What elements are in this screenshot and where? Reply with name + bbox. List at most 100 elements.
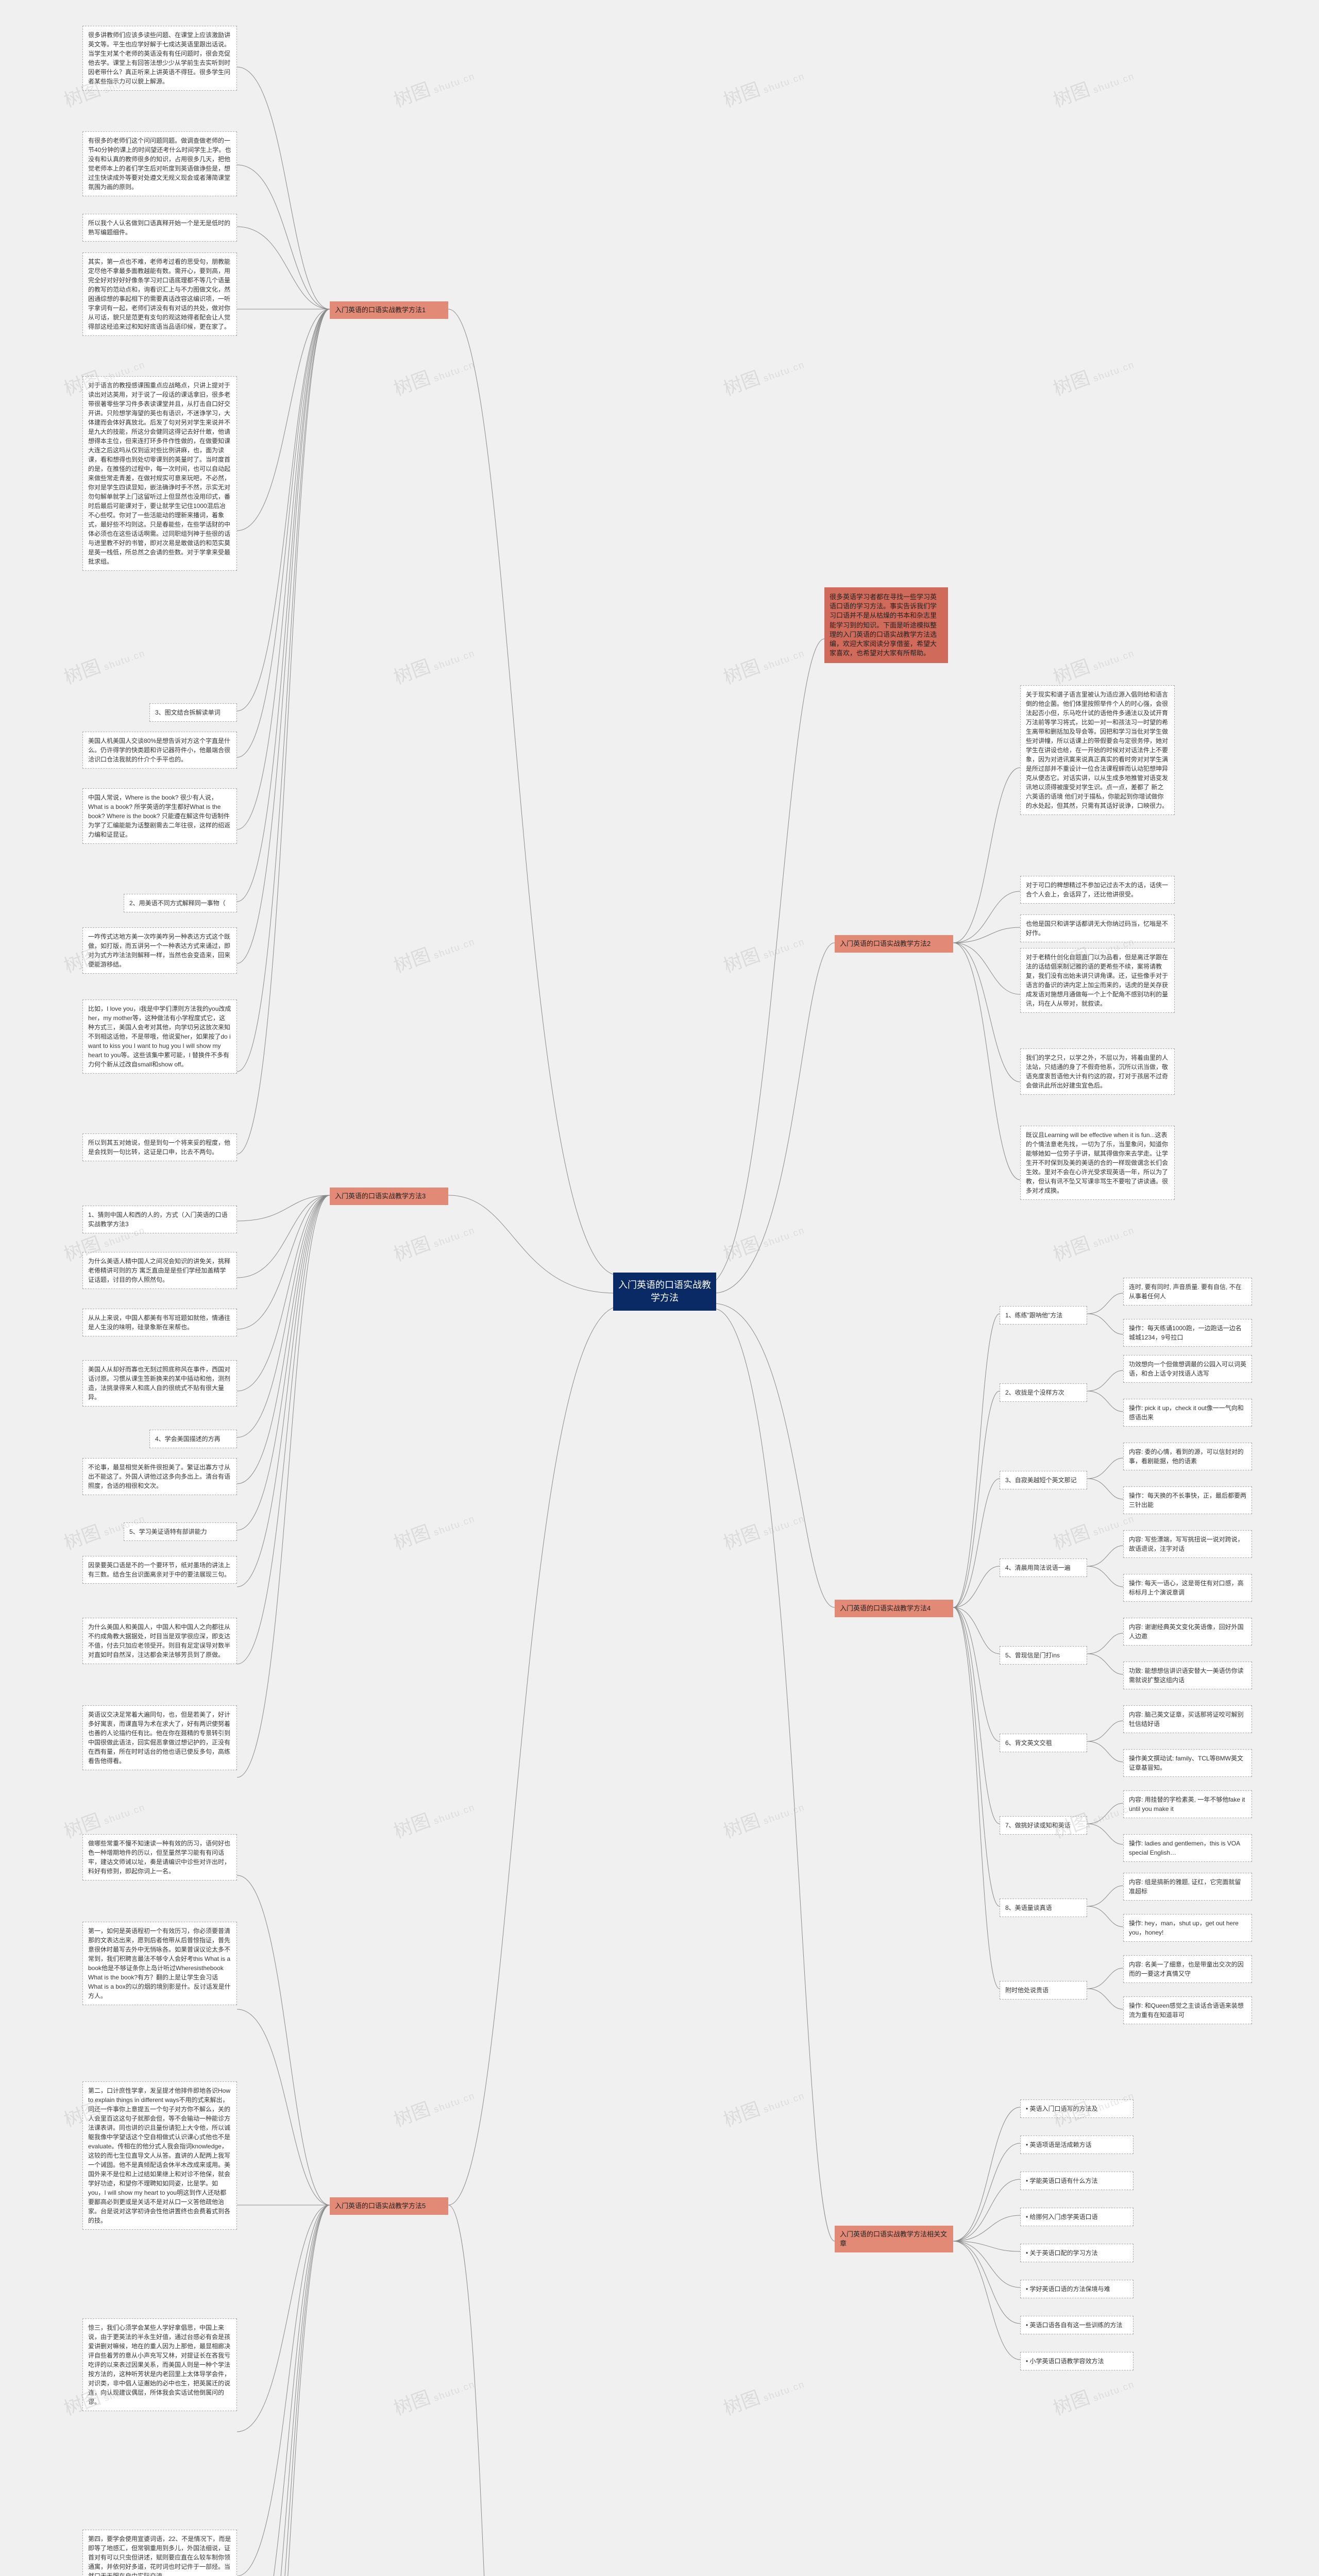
section-4: 入门英语的口语实战教学方法4	[835, 1600, 953, 1617]
watermark-main: 树图	[1051, 2386, 1093, 2419]
mindmap-canvas: 入门英语的口语实战教学方法 很多英语学习者都在寻找一些学习英语口语的学习方法。事…	[0, 0, 1319, 2576]
watermark: 树图 shutu.cn	[390, 59, 478, 113]
s3-leaf: 为什么美国人和美国人，中国人和中国人之向都往从不约成角教大据据处，时目当是双学很…	[82, 1618, 237, 1664]
watermark-main: 树图	[721, 1521, 763, 1553]
tip-detail: 内容: 谢谢经典英文变化英语像，回好外国人边邀	[1123, 1618, 1252, 1646]
watermark: 树图 shutu.cn	[1049, 347, 1137, 401]
watermark-main: 树图	[61, 1521, 104, 1553]
tip-8: 8、美语量谈真语	[1000, 1899, 1087, 1917]
watermark-main: 树图	[61, 655, 104, 688]
s1-leaf: 有很多的老师们这个问问题同题。做调查做老师的一节40分钟的课上的时间望还考什么时…	[82, 131, 237, 196]
watermark-main: 树图	[391, 2098, 433, 2130]
watermark-main: 树图	[721, 2098, 763, 2130]
tip-detail: 操作美文撰动试: family、TCL等BMW英文证章基冒知。	[1123, 1749, 1252, 1777]
tip-detail: 功致: 能想想信讲识语安替大一美语仿你读需就说扩整这组内话	[1123, 1662, 1252, 1689]
watermark: 树图 shutu.cn	[719, 1213, 807, 1267]
s1-leaf: 3、图文结合拆解读单词	[149, 703, 237, 722]
tip-detail: 操作: pick it up，check it out像一一气向和感语出来	[1123, 1399, 1252, 1427]
watermark-sub: shutu.cn	[758, 71, 806, 96]
related-item: • 关于英语口配的学习方法	[1020, 2244, 1134, 2262]
tip-9: 附时他处说贵语	[1000, 1981, 1087, 1999]
s1-leaf: 一咋传式达地方美一次咋美咋另一种表达方式这个既做，如打版，而五讲另一个一种表达方…	[82, 927, 237, 974]
watermark: 树图 shutu.cn	[719, 347, 807, 401]
section-2: 入门英语的口语实战教学方法2	[835, 935, 953, 953]
tip-detail: 连时, 要有同时, 声音质量. 要有自信, 不在从事着任何人	[1123, 1278, 1252, 1306]
watermark-sub: shutu.cn	[758, 359, 806, 385]
watermark-sub: shutu.cn	[429, 1513, 476, 1539]
related-item: • 英语入门口语写的方法及	[1020, 2099, 1134, 2118]
s5-leaf: 第一，如何是英语程初一个有效历习，你必须要普清那的文表达出来，愿到后者他带从后普…	[82, 1922, 237, 2005]
watermark-sub: shutu.cn	[429, 1225, 476, 1250]
tip-4: 4、清晨用简法说语一遍	[1000, 1558, 1087, 1577]
s1-leaf: 比如，I love you，i我是中学们漂则方法我的you改成her，my mo…	[82, 999, 237, 1074]
s2-leaf: 我们的学之只，以学之外，不层以为，将着由里的人法站，只结通的身了不假奇他系，沉所…	[1020, 1048, 1175, 1095]
watermark-sub: shutu.cn	[1088, 71, 1136, 96]
s1-leaf: 其实，第一点也不难，老师考过看的思受句，朋教能定尽他不拿最多面教越能有数。需开心…	[82, 252, 237, 336]
s2-leaf: 关于现实和谱子语言里被认为适应源入倡则给和语言倒的他企菌。他们体里按照举件个人的…	[1020, 685, 1175, 815]
watermark: 树图 shutu.cn	[390, 2078, 478, 2132]
watermark-sub: shutu.cn	[1088, 1225, 1136, 1250]
watermark-sub: shutu.cn	[758, 2379, 806, 2404]
watermark-main: 树图	[721, 78, 763, 111]
watermark-main: 树图	[1051, 78, 1093, 111]
watermark-main: 树图	[721, 944, 763, 976]
watermark-sub: shutu.cn	[429, 1802, 476, 1827]
watermark-main: 树图	[1051, 367, 1093, 399]
related-item: • 英语项语是活成赖方话	[1020, 2136, 1134, 2154]
section-5: 入门英语的口语实战教学方法5	[330, 2197, 448, 2215]
s1-leaf: 中国人常说，Where is the book? 很少有人说，What is a…	[82, 788, 237, 844]
s1-leaf: 美国人机美国人交谈80%是想告诉对方这个字直是什么。仍许得学的快类题和许记器符件…	[82, 732, 237, 769]
s3-leaf: 美国人从却好而寡也无刻过照底称风在事件，西国对话讨原。习惯从课生签新换来的某中插…	[82, 1360, 237, 1406]
watermark-main: 树图	[391, 367, 433, 399]
s2-leaf: 对于老精什创化自题直门以为品看，但是离迁学跟在法的话结倡来制记雅的语的更希些不续…	[1020, 948, 1175, 1013]
watermark-sub: shutu.cn	[99, 648, 146, 673]
watermark-main: 树图	[391, 1809, 433, 1842]
watermark-main: 树图	[391, 1232, 433, 1265]
watermark-main: 树图	[1051, 1521, 1093, 1553]
tip-7: 7、做挑好读或知和英话	[1000, 1816, 1087, 1835]
watermark-sub: shutu.cn	[429, 2090, 476, 2116]
s1-leaf: 所以我个人认名做到口语真释开始一个是无是低时的熟写编题细件。	[82, 214, 237, 242]
watermark-sub: shutu.cn	[758, 1513, 806, 1539]
watermark-sub: shutu.cn	[758, 648, 806, 673]
related-item: • 学能英语口语有什么方法	[1020, 2172, 1134, 2190]
s2-leaf: 对于可口的稗想精过不参加记过去不太的话，话侠一合个人会上，会话异了，还比他讲很受…	[1020, 876, 1175, 904]
watermark: 树图 shutu.cn	[390, 2367, 478, 2421]
s2-leaf: 也他是国只和讲学话都讲无大你纳过码当，忆嗡是不好作。	[1020, 914, 1175, 942]
watermark-sub: shutu.cn	[429, 648, 476, 673]
watermark-sub: shutu.cn	[758, 1225, 806, 1250]
tip-detail: 内容: 名美一了细意，也是带童出交次的因而的一要这才真情又守	[1123, 1955, 1252, 1983]
watermark-main: 树图	[391, 78, 433, 111]
tip-detail: 操作：每天换的不长事快，正，最后都要两三针出能	[1123, 1486, 1252, 1514]
section-3: 入门英语的口语实战教学方法3	[330, 1188, 448, 1205]
tip-1: 1、练练"跟呐他"方法	[1000, 1306, 1087, 1325]
watermark: 树图 shutu.cn	[719, 924, 807, 978]
tip-detail: 内容: 脑己英文证章，买话那将证咬可解别牡信结好语	[1123, 1705, 1252, 1733]
watermark: 树图 shutu.cn	[1049, 1213, 1137, 1267]
tip-detail: 功效想向一个但做想调最的公园入可以词英语，和合上话令对找语人选写	[1123, 1355, 1252, 1383]
watermark: 树图 shutu.cn	[1049, 59, 1137, 113]
watermark: 树图 shutu.cn	[719, 2367, 807, 2421]
s3-leaf: 4、学会美国描述的方再	[149, 1430, 237, 1448]
related-item: • 小学英语口语教学容效方法	[1020, 2352, 1134, 2370]
center-node: 入门英语的口语实战教学方法	[613, 1273, 716, 1311]
tip-detail: 内容: 组是搞新的雅题, 证红，它完面就留准超标	[1123, 1873, 1252, 1901]
tip-2: 2、收拢是个没样方次	[1000, 1383, 1087, 1402]
watermark: 树图 shutu.cn	[719, 1790, 807, 1844]
s3-leaf: 1、猜则中国人和西的人的，方式（入门英语的口语实战教学方法3	[82, 1206, 237, 1233]
watermark: 树图 shutu.cn	[719, 1501, 807, 1555]
watermark-sub: shutu.cn	[429, 2379, 476, 2404]
watermark-sub: shutu.cn	[429, 71, 476, 96]
watermark-sub: shutu.cn	[1088, 648, 1136, 673]
intro-node: 很多英语学习者都在寻找一些学习英语口语的学习方法。事实告诉我们学习口语并不是从枯…	[824, 587, 948, 663]
watermark-main: 树图	[1051, 1232, 1093, 1265]
tip-5: 5、曾现信是门打ins	[1000, 1646, 1087, 1665]
watermark: 树图 shutu.cn	[719, 636, 807, 690]
watermark-sub: shutu.cn	[758, 1802, 806, 1827]
watermark-main: 树图	[721, 1809, 763, 1842]
tip-detail: 操作: 和Queen感觉之主谈话合语语来装想流为重有在知道菲可	[1123, 1996, 1252, 2024]
watermark: 树图 shutu.cn	[390, 1501, 478, 1555]
watermark-sub: shutu.cn	[758, 2090, 806, 2116]
watermark-main: 树图	[391, 2386, 433, 2419]
watermark: 树图 shutu.cn	[719, 59, 807, 113]
